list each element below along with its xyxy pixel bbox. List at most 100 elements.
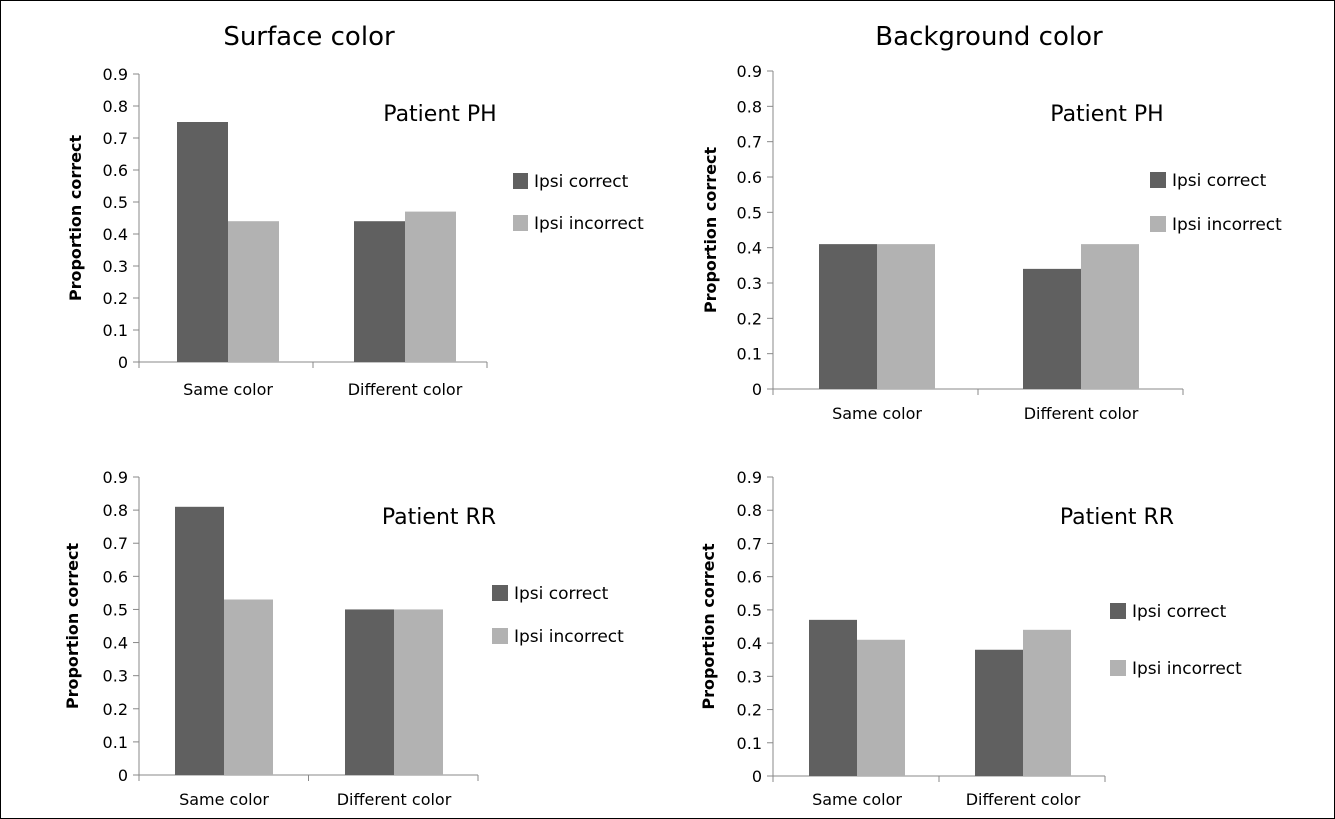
y-tick-label: 0.8	[737, 501, 762, 520]
y-tick-label: 0.6	[103, 161, 128, 180]
legend-swatch-ipsi-incorrect	[513, 215, 528, 231]
legend-swatch-ipsi-correct	[492, 585, 508, 601]
bar-ipsi-incorrect-different-color	[1023, 629, 1071, 776]
legend-label-ipsi-incorrect: Ipsi incorrect	[1132, 659, 1242, 679]
y-axis-label: Proportion correct	[701, 147, 720, 314]
legend-label-ipsi-correct: Ipsi correct	[1172, 171, 1267, 191]
x-category-label: Different color	[348, 380, 463, 399]
y-tick-label: 0.6	[737, 168, 762, 187]
bar-ipsi-correct-same-color	[175, 506, 224, 775]
bar-ipsi-incorrect-different-color	[405, 211, 456, 362]
legend-label-ipsi-incorrect: Ipsi incorrect	[1172, 215, 1282, 235]
x-category-label: Different color	[1024, 404, 1139, 423]
y-tick-label: 0.8	[737, 97, 762, 116]
charts: 0 0.1 0.2 0.3 0.4 0.5 0.6 0.7 0.8 0.9 Same color Di…	[63, 62, 1282, 809]
legend-label-ipsi-correct: Ipsi correct	[534, 172, 629, 192]
y-tick-label: 0	[752, 380, 762, 399]
bar-ipsi-correct-different-color	[354, 221, 405, 362]
y-tick-label: 0.4	[737, 239, 762, 258]
y-tick-label: 0.8	[103, 501, 128, 520]
legend-label-ipsi-incorrect: Ipsi incorrect	[534, 214, 644, 234]
y-axis-label: Proportion correct	[66, 135, 85, 302]
x-category-label: Same color	[179, 790, 269, 809]
y-tick-label: 0.5	[737, 601, 762, 620]
legend-label-ipsi-correct: Ipsi correct	[1132, 602, 1227, 622]
y-tick-label: 0.1	[103, 733, 128, 752]
bar-ipsi-correct-different-color	[1023, 268, 1081, 389]
y-tick-label: 0.4	[103, 634, 128, 653]
y-tick-label: 0	[118, 766, 128, 785]
chart-panel-2: 0 0.1 0.2 0.3 0.4 0.5 0.6 0.7 0.8 0.9 Same color Di…	[701, 62, 1282, 423]
y-tick-label: 0.7	[737, 534, 762, 553]
y-tick-label: 0.9	[103, 65, 128, 84]
bar-ipsi-correct-different-color	[345, 609, 394, 775]
y-tick-label: 0.3	[737, 274, 762, 293]
y-tick-label: 0.7	[103, 129, 128, 148]
legend-label-ipsi-correct: Ipsi correct	[514, 584, 609, 604]
x-category-label: Same color	[183, 380, 273, 399]
chart-panel-3: 0 0.1 0.2 0.3 0.4 0.5 0.6 0.7 0.8 0.9 Same color Di…	[63, 468, 624, 809]
y-tick-label: 0.2	[737, 701, 762, 720]
panel-title: Patient PH	[383, 102, 496, 127]
bar-ipsi-correct-same-color	[819, 244, 877, 389]
bar-ipsi-incorrect-same-color	[228, 221, 279, 362]
y-tick-label: 0.1	[737, 734, 762, 753]
bar-ipsi-correct-same-color	[177, 122, 228, 362]
x-category-label: Same color	[812, 790, 902, 809]
y-tick-label: 0	[118, 353, 128, 372]
y-tick-label: 0.3	[103, 667, 128, 686]
legend: Ipsi correct Ipsi incorrect	[1150, 171, 1282, 235]
y-tick-label: 0.5	[103, 600, 128, 619]
legend-swatch-ipsi-incorrect	[492, 628, 508, 644]
bar-ipsi-incorrect-different-color	[394, 609, 443, 775]
y-tick-label: 0.4	[737, 634, 762, 653]
x-category-label: Different color	[966, 790, 1081, 809]
bar-ipsi-incorrect-same-color	[224, 599, 273, 775]
y-tick-label: 0.4	[103, 225, 128, 244]
y-tick-label: 0.7	[103, 534, 128, 553]
legend: Ipsi correct Ipsi incorrect	[492, 584, 624, 647]
x-category-label: Different color	[337, 790, 452, 809]
y-axis-label: Proportion correct	[63, 543, 82, 710]
y-tick-label: 0.2	[103, 289, 128, 308]
y-tick-label: 0.8	[103, 97, 128, 116]
panel-title: Patient RR	[382, 505, 496, 530]
legend-label-ipsi-incorrect: Ipsi incorrect	[514, 627, 624, 647]
y-tick-label: 0.6	[737, 568, 762, 587]
y-tick-label: 0.3	[103, 257, 128, 276]
bar-ipsi-correct-same-color	[809, 619, 857, 776]
legend-swatch-ipsi-correct	[1110, 603, 1126, 619]
y-tick-label: 0.7	[737, 133, 762, 152]
y-tick-label: 0.1	[737, 345, 762, 364]
bar-ipsi-incorrect-same-color	[857, 639, 905, 776]
y-tick-label: 0.9	[103, 468, 128, 487]
y-tick-label: 0.9	[737, 62, 762, 81]
y-tick-label: 0.5	[737, 203, 762, 222]
chart-panel-4: 0 0.1 0.2 0.3 0.4 0.5 0.6 0.7 0.8 0.9 Same color Di…	[699, 468, 1242, 809]
y-tick-label: 0	[752, 767, 762, 786]
y-tick-label: 0.3	[737, 667, 762, 686]
legend: Ipsi correct Ipsi incorrect	[1110, 602, 1242, 679]
y-tick-label: 0.2	[103, 700, 128, 719]
y-tick-label: 0.5	[103, 193, 128, 212]
column-title-background: Background color	[875, 22, 1103, 52]
y-tick-label: 0.6	[103, 567, 128, 586]
y-axis-label: Proportion correct	[699, 543, 718, 710]
chart-panel-1: 0 0.1 0.2 0.3 0.4 0.5 0.6 0.7 0.8 0.9 Same color Di…	[66, 65, 644, 399]
legend-swatch-ipsi-incorrect	[1150, 216, 1166, 232]
panel-title: Patient PH	[1050, 102, 1163, 127]
bar-ipsi-correct-different-color	[975, 649, 1023, 776]
y-tick-label: 0.1	[103, 321, 128, 340]
x-category-label: Same color	[832, 404, 922, 423]
legend-swatch-ipsi-correct	[1150, 172, 1166, 188]
y-tick-label: 0.9	[737, 468, 762, 487]
bar-ipsi-incorrect-same-color	[877, 244, 935, 389]
legend-swatch-ipsi-correct	[513, 173, 528, 189]
bar-ipsi-incorrect-different-color	[1081, 244, 1139, 389]
legend-swatch-ipsi-incorrect	[1110, 660, 1126, 676]
panel-title: Patient RR	[1060, 505, 1174, 530]
column-title-surface: Surface color	[223, 22, 395, 52]
legend: Ipsi correct Ipsi incorrect	[513, 172, 644, 234]
y-tick-label: 0.2	[737, 309, 762, 328]
